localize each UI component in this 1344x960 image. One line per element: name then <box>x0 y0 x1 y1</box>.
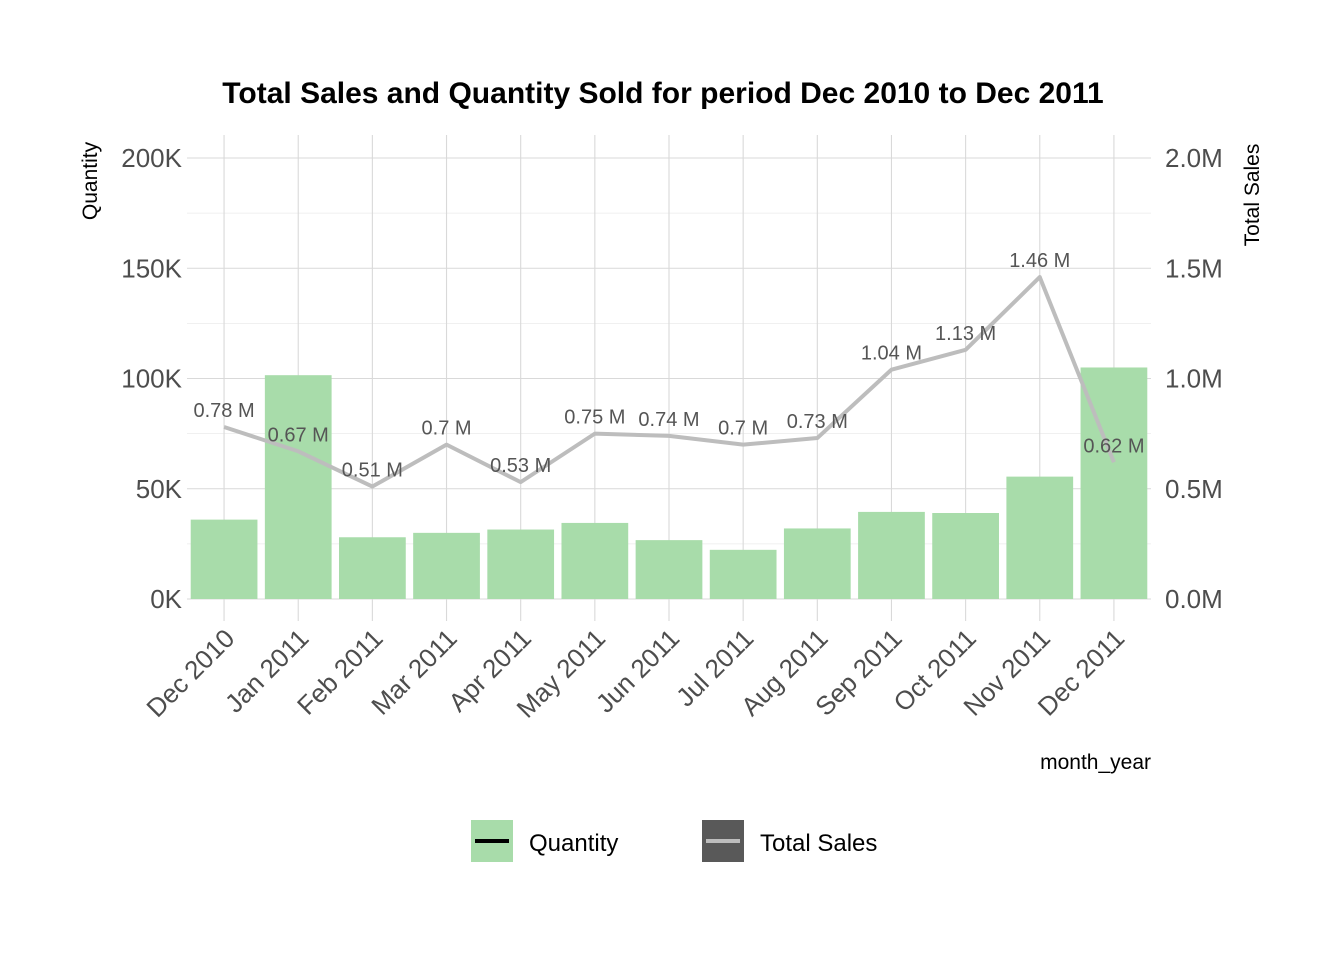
legend-label-total-sales: Total Sales <box>760 830 877 857</box>
tick-label-left: 150K <box>121 253 182 283</box>
data-label-total-sales: 0.67 M <box>268 424 329 446</box>
legend: Quantity Total Sales <box>471 820 877 862</box>
bar-quantity <box>858 511 925 599</box>
legend-label-quantity: Quantity <box>529 830 618 857</box>
bar-quantity <box>339 537 406 599</box>
tick-label-left: 200K <box>121 143 182 173</box>
line-total-sales <box>223 275 1116 489</box>
data-label-total-sales: 0.7 M <box>718 418 768 440</box>
total-sales-line <box>223 275 1116 489</box>
left-axis-ticks: 0K 50K 100K 150K 200K <box>121 143 182 614</box>
bar-quantity <box>413 532 480 599</box>
total-sales-labels: 0.78 M 0.67 M 0.51 M 0.7 M 0.53 M 0.75 M 0.74 … <box>193 250 1144 481</box>
tick-label-right: 0.5M <box>1165 474 1223 504</box>
data-label-total-sales: 1.04 M <box>861 343 922 365</box>
data-label-total-sales: 0.73 M <box>787 411 848 433</box>
data-label-total-sales: 0.78 M <box>193 400 254 422</box>
data-label-total-sales: 0.7 M <box>422 418 472 440</box>
data-label-total-sales: 1.13 M <box>935 323 996 345</box>
data-label-total-sales: 0.74 M <box>638 409 699 431</box>
data-label-total-sales: 0.75 M <box>564 407 625 429</box>
legend-item-total-sales: Total Sales <box>702 820 877 862</box>
data-label-total-sales: 0.53 M <box>490 455 551 477</box>
right-axis-ticks: 0.0M 0.5M 1.0M 1.5M 2.0M <box>1165 143 1223 614</box>
tick-label-right: 0.0M <box>1165 584 1223 614</box>
bar-quantity <box>264 375 332 599</box>
tick-label-left: 0K <box>150 584 182 614</box>
bar-quantity <box>561 522 629 599</box>
bar-quantity <box>190 519 258 599</box>
bar-quantity <box>932 513 999 599</box>
tick-label-left: 50K <box>136 474 183 504</box>
legend-item-quantity: Quantity <box>471 820 618 862</box>
x-axis-title: month_year <box>1040 751 1151 774</box>
data-label-total-sales: 1.46 M <box>1009 250 1070 272</box>
tick-label-right: 1.5M <box>1165 253 1223 283</box>
bar-quantity <box>635 540 703 599</box>
y-axis-right-title: Total Sales <box>1241 144 1264 247</box>
tick-label-right: 2.0M <box>1165 143 1223 173</box>
data-label-total-sales: 0.62 M <box>1083 435 1144 457</box>
chart-title: Total Sales and Quantity Sold for period… <box>222 77 1103 110</box>
y-axis-left-title: Quantity <box>79 141 102 220</box>
data-label-total-sales: 0.51 M <box>342 460 403 482</box>
bar-quantity <box>1006 476 1074 599</box>
tick-label-left: 100K <box>121 364 182 394</box>
bar-quantity <box>709 549 777 599</box>
bar-quantity <box>487 529 555 599</box>
tick-label-right: 1.0M <box>1165 364 1223 394</box>
bar-quantity <box>783 528 851 599</box>
